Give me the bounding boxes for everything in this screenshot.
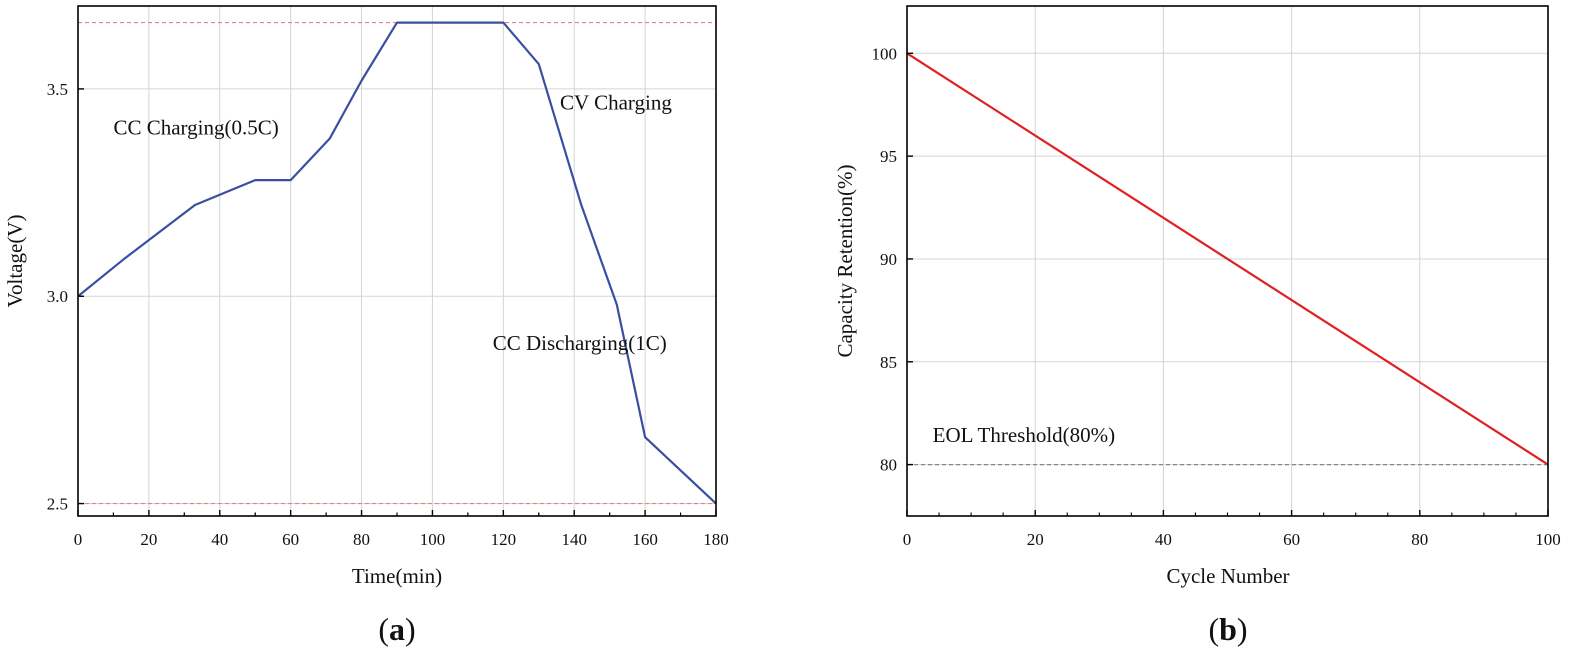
chart1-x-axis-label: Cycle Number [1166,564,1289,588]
chart0-x-tick-label: 140 [561,530,587,549]
chart0-annotation-2: CC Discharging(1C) [493,331,667,355]
chart1-y-tick-label: 90 [880,250,897,269]
chart0-y-axis-label: Voltage(V) [3,215,27,308]
chart0-x-tick-label: 160 [632,530,658,549]
chart1-y-tick-label: 100 [872,44,898,63]
chart0-y-tick-label: 3.0 [47,287,68,306]
chart0-x-tick-label: 100 [420,530,446,549]
chart1-panel-label: (b) [1208,611,1247,647]
chart0-plot-frame [77,5,717,517]
chart0-y-tick-label: 3.5 [47,80,68,99]
chart0-x-tick-label: 40 [211,530,228,549]
chart0-x-tick-label: 60 [282,530,299,549]
chart1-y-tick-label: 85 [880,353,897,372]
chart1-x-tick-label: 80 [1411,530,1428,549]
chart1-y-tick-label: 95 [880,147,897,166]
chart0-y-tick-label: 2.5 [47,495,68,514]
chart0-x-tick-label: 120 [491,530,517,549]
chart1-y-axis-label: Capacity Retention(%) [833,164,857,357]
chart0-annotation-0: CC Charging(0.5C) [113,116,278,140]
chart0-panel-label: (a) [378,611,415,647]
chart0-x-tick-label: 180 [703,530,729,549]
chart0-x-tick-label: 0 [74,530,83,549]
chart-panel-b: 0 20 40 60 80 100 80 85 90 95 100 EOL Threshold(80%… [833,5,1561,647]
chart0-x-axis-label: Time(min) [352,564,442,588]
chart0-series-line-0 [77,21,717,505]
chart1-y-tick-label: 80 [880,456,897,475]
chart1-series-line-0 [906,52,1549,466]
chart1-x-tick-label: 60 [1283,530,1300,549]
chart0-x-tick-label: 20 [140,530,157,549]
chart1-annotation-0: EOL Threshold(80%) [933,423,1116,447]
chart0-annotation-1: CV Charging [560,91,672,115]
chart-panel-a: 0 20 40 60 80 100 120 140 160 180 2.5 3.0 3.5 CC Char… [3,5,729,647]
chart1-x-tick-label: 0 [903,530,912,549]
chart1-x-tick-label: 40 [1155,530,1172,549]
chart1-x-tick-label: 100 [1535,530,1561,549]
chart0-x-tick-label: 80 [353,530,370,549]
chart1-x-tick-label: 20 [1027,530,1044,549]
